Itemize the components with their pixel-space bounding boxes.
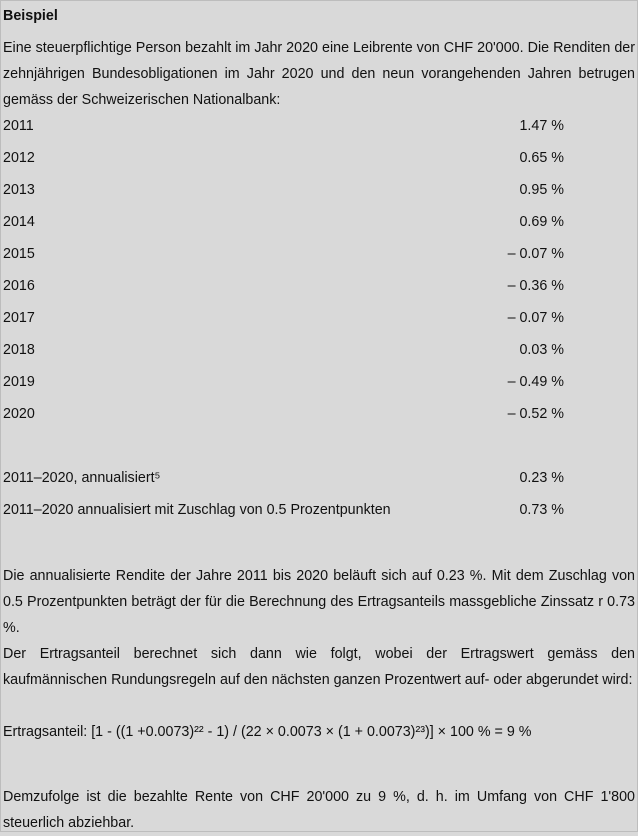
row-label: 2015 [3, 246, 35, 262]
row-label: 2014 [3, 214, 35, 230]
row-label: 2011–2020, annualisiert⁵ [3, 470, 161, 486]
table-row: 2013 0.95 % [3, 177, 564, 203]
table-row: 2016 – 0.36 % [3, 273, 564, 299]
row-value: – 0.36 % [507, 278, 564, 294]
row-label: 2019 [3, 374, 35, 390]
intro-paragraph: Eine steuerpflichtige Person bezahlt im … [3, 40, 635, 108]
row-value: 0.95 % [519, 182, 564, 198]
annualized-paragraph: Die annualisierte Rendite der Jahre 2011… [3, 568, 635, 636]
table-row: 2011 1.47 % [3, 113, 564, 139]
row-value: 0.73 % [519, 502, 564, 518]
table-row: 2017 – 0.07 % [3, 305, 564, 331]
row-value: – 0.07 % [507, 246, 564, 262]
table-row: 2011–2020, annualisiert⁵ 0.23 % [3, 465, 564, 491]
row-label: 2016 [3, 278, 35, 294]
row-label: 2018 [3, 342, 35, 358]
table-row: 2020 – 0.52 % [3, 401, 564, 427]
table-row: 2014 0.69 % [3, 209, 564, 235]
row-label: 2011–2020 annualisiert mit Zuschlag von … [3, 502, 391, 518]
row-value: 0.65 % [519, 150, 564, 166]
row-value: 0.23 % [519, 470, 564, 486]
table-row: 2015 – 0.07 % [3, 241, 564, 267]
row-label: 2020 [3, 406, 35, 422]
calculation-paragraph: Der Ertragsanteil berechnet sich dann wi… [3, 646, 635, 688]
row-value: – 0.52 % [507, 406, 564, 422]
row-label: 2013 [3, 182, 35, 198]
row-value: 0.03 % [519, 342, 564, 358]
row-label: 2012 [3, 150, 35, 166]
row-label: 2011 [3, 118, 34, 134]
table-row: 2018 0.03 % [3, 337, 564, 363]
table-row: 2019 – 0.49 % [3, 369, 564, 395]
table-row: 2012 0.65 % [3, 145, 564, 171]
formula: Ertragsanteil: [1 - ((1 +0.0073)²² - 1) … [3, 724, 532, 740]
row-label: 2017 [3, 310, 35, 326]
row-value: – 0.49 % [507, 374, 564, 390]
table-row: 2011–2020 annualisiert mit Zuschlag von … [3, 497, 564, 523]
row-value: 1.47 % [519, 118, 564, 134]
conclusion-paragraph: Demzufolge ist die bezahlte Rente von CH… [3, 789, 635, 831]
row-value: – 0.07 % [507, 310, 564, 326]
section-title: Beispiel [3, 8, 58, 24]
row-value: 0.69 % [519, 214, 564, 230]
